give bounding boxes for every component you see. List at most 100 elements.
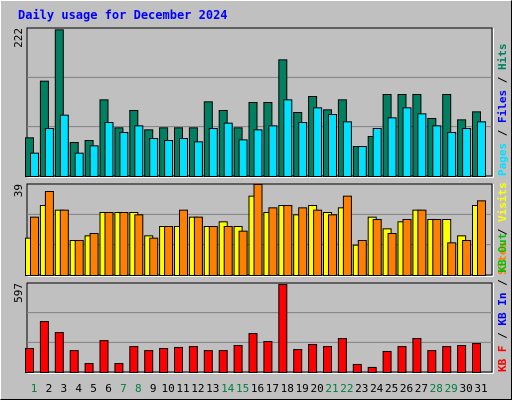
bar xyxy=(477,121,486,178)
legend-entry: Visits xyxy=(496,182,509,222)
bar xyxy=(457,345,467,374)
bar xyxy=(372,128,382,177)
bar xyxy=(179,138,188,177)
x-tick-label: 1 xyxy=(31,382,38,395)
bar xyxy=(447,242,457,276)
bar xyxy=(89,233,99,276)
plot-area xyxy=(26,282,493,373)
y-tick-label: 597 xyxy=(12,283,25,303)
bar xyxy=(89,145,99,177)
bar xyxy=(208,128,218,177)
bar xyxy=(44,128,54,177)
bar xyxy=(223,226,233,276)
bar xyxy=(233,345,243,374)
x-tick-label: 9 xyxy=(150,382,157,395)
bar xyxy=(30,152,39,178)
bar xyxy=(54,29,64,178)
x-tick-label: 24 xyxy=(370,382,384,395)
bar xyxy=(99,340,109,373)
legend-separator: / xyxy=(496,273,509,293)
x-tick-label: 19 xyxy=(296,382,309,395)
legend-entry: KB Out xyxy=(496,233,509,273)
bar xyxy=(104,212,114,276)
bar xyxy=(402,107,412,177)
legend: KB F / KB In / KB Out xyxy=(496,233,509,372)
bar xyxy=(268,125,278,178)
bar xyxy=(342,121,352,178)
x-tick-label: 22 xyxy=(340,382,353,395)
bar xyxy=(472,343,481,374)
bar xyxy=(263,340,273,374)
legend-entry: Sites xyxy=(496,242,509,275)
bar xyxy=(149,237,159,277)
bar xyxy=(357,146,367,177)
bar xyxy=(337,338,347,373)
x-tick-label: 13 xyxy=(206,382,219,395)
x-tick-label: 15 xyxy=(236,382,249,395)
bar xyxy=(164,226,174,276)
bar xyxy=(387,117,397,178)
bar xyxy=(59,209,69,277)
bar xyxy=(30,216,39,277)
bar xyxy=(367,366,377,374)
bar xyxy=(104,122,114,177)
bar xyxy=(323,346,332,374)
bar xyxy=(159,347,169,373)
x-tick-label: 16 xyxy=(251,382,264,395)
bar xyxy=(298,207,308,276)
x-tick-label: 7 xyxy=(120,382,127,395)
bar xyxy=(253,184,263,276)
bar xyxy=(134,125,144,178)
bar xyxy=(253,129,263,177)
x-tick-label: 12 xyxy=(191,382,204,395)
legend-separator: / xyxy=(496,70,509,90)
x-tick-label: 2 xyxy=(46,382,53,395)
legend-separator: / xyxy=(496,326,509,346)
x-tick-label: 14 xyxy=(221,382,235,395)
bar xyxy=(308,343,318,374)
bar xyxy=(283,205,293,276)
bar xyxy=(84,363,94,373)
bar xyxy=(382,350,392,373)
legend-separator: / xyxy=(496,123,509,143)
bar xyxy=(203,350,213,373)
x-tick-label: 4 xyxy=(75,382,82,395)
bar xyxy=(412,338,422,373)
bar xyxy=(372,219,382,276)
bar xyxy=(293,349,303,373)
bar xyxy=(417,113,427,178)
x-tick-label: 23 xyxy=(355,382,368,395)
bar xyxy=(313,209,323,277)
bar xyxy=(44,191,54,276)
y-tick-label: 222 xyxy=(12,28,25,48)
bar xyxy=(278,284,288,373)
bar xyxy=(119,212,129,276)
bar xyxy=(268,207,278,276)
x-tick-label: 26 xyxy=(400,382,413,395)
bar xyxy=(283,99,293,177)
bar xyxy=(462,128,472,177)
bar xyxy=(25,347,34,373)
bar xyxy=(74,240,84,276)
legend-entry: Pages xyxy=(496,143,509,176)
bar xyxy=(328,114,337,177)
bar xyxy=(149,138,159,177)
bar xyxy=(447,132,457,177)
chart-title: Daily usage for December 2024 xyxy=(18,8,228,22)
bar xyxy=(74,152,84,178)
x-tick-label: 27 xyxy=(415,382,428,395)
bar xyxy=(462,240,472,276)
bar xyxy=(193,216,203,277)
bar xyxy=(193,141,203,177)
legend: Sites / Visits xyxy=(496,182,509,275)
x-tick-label: 31 xyxy=(474,382,487,395)
legend-entry: KB In xyxy=(496,293,509,326)
x-tick-label: 8 xyxy=(135,382,142,395)
bar xyxy=(69,350,79,373)
legend-entry: Files xyxy=(496,90,509,123)
bar xyxy=(397,346,407,374)
bar xyxy=(119,132,129,177)
bar xyxy=(238,230,248,277)
